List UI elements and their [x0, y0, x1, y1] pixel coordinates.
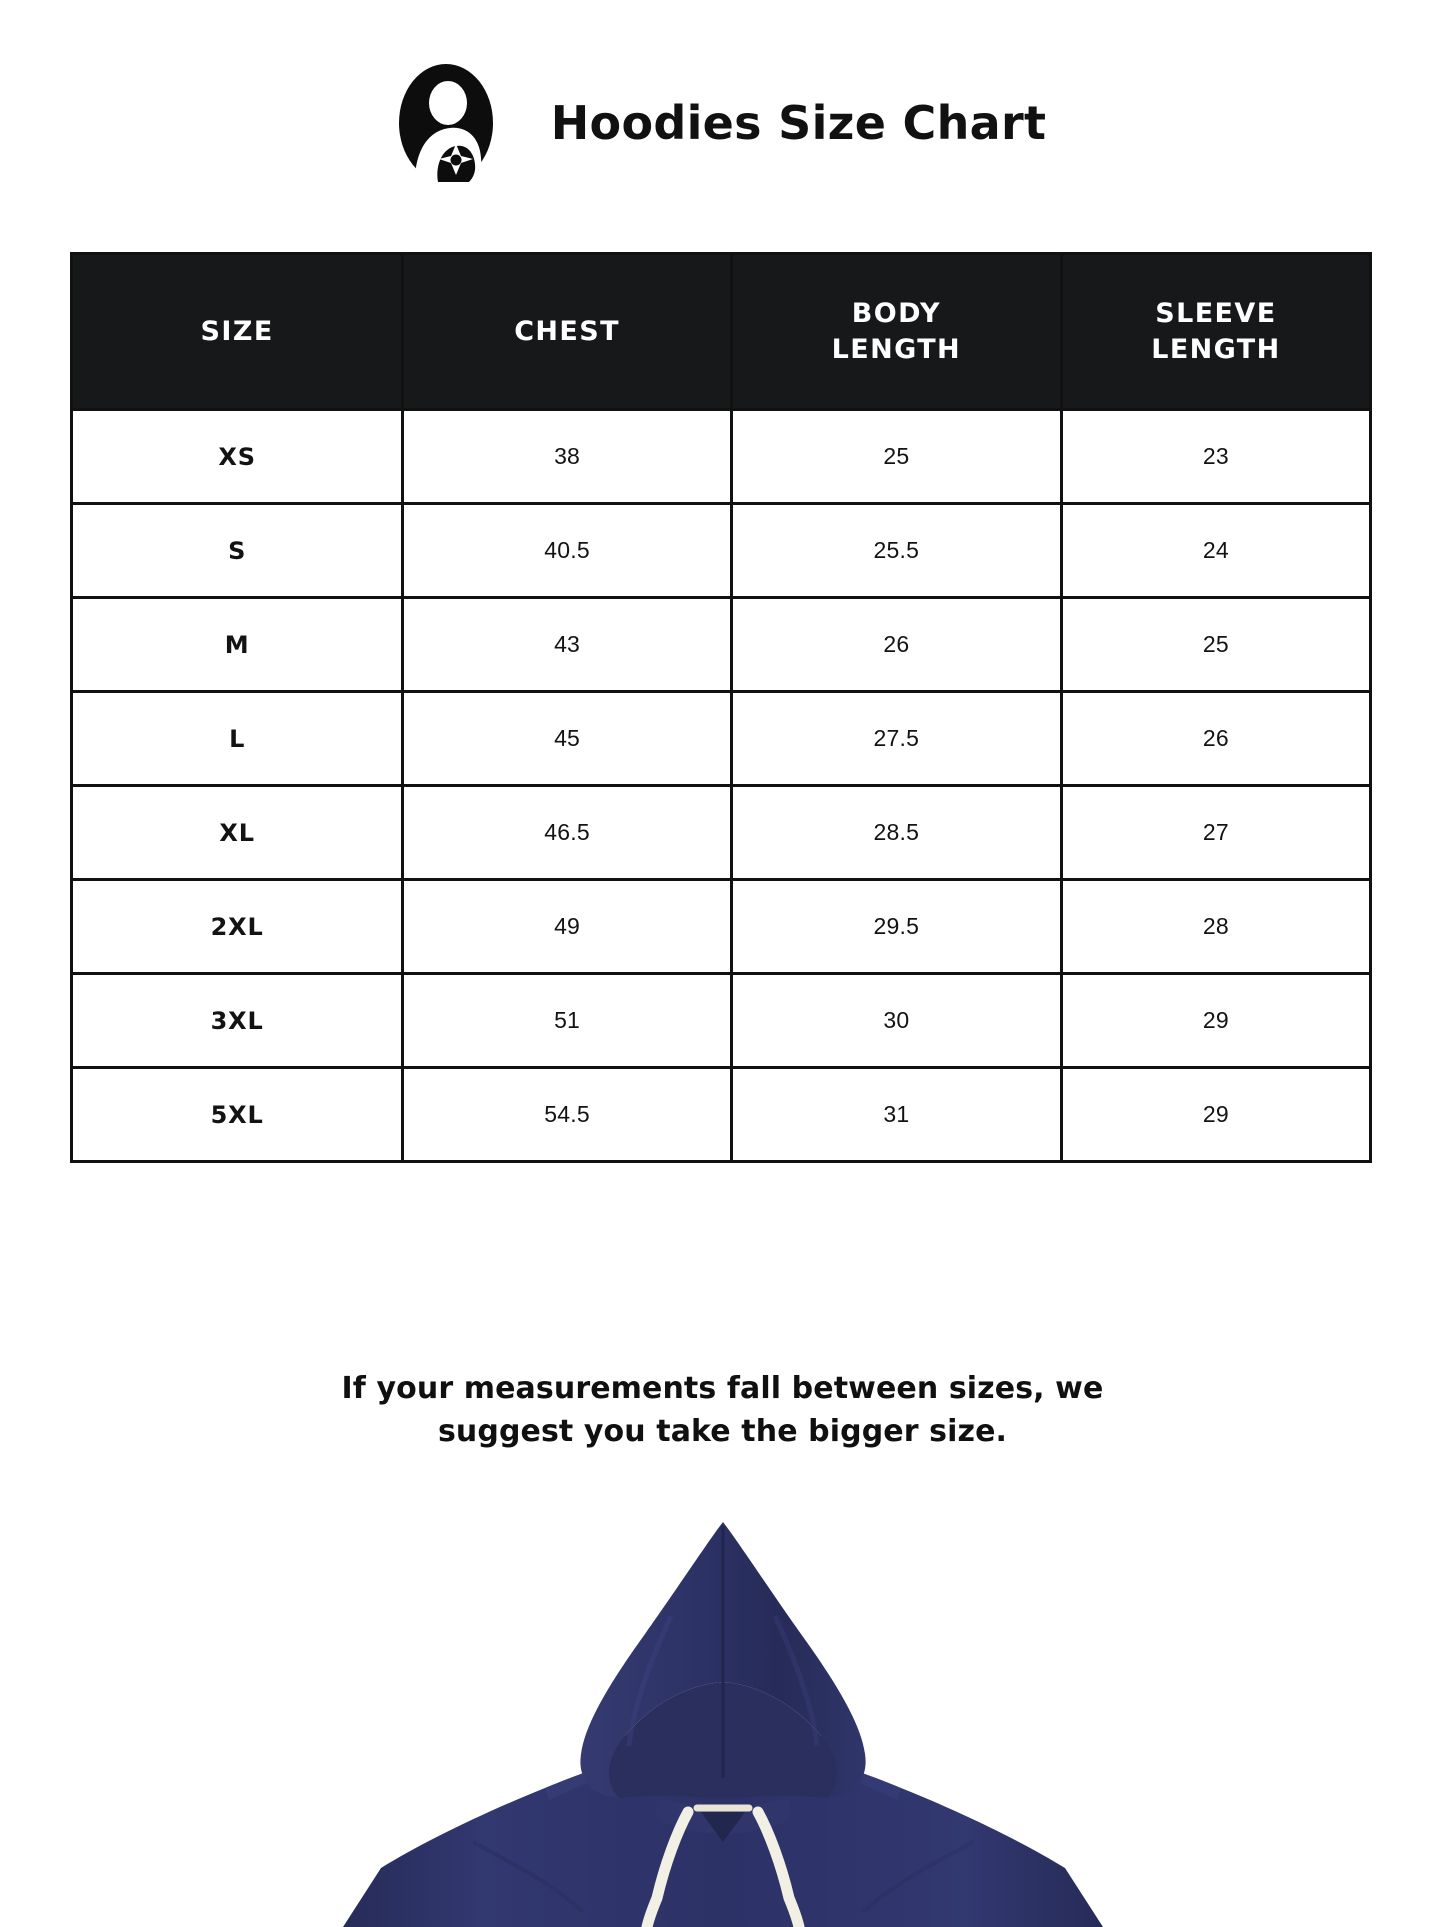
cell-body-length: 30 — [729, 972, 1063, 1069]
cell-body-length: 25 — [729, 408, 1063, 505]
sizing-note-line2: suggest you take the bigger size. — [437, 1413, 1008, 1449]
cell-size: 2XL — [69, 878, 405, 975]
cell-chest: 38 — [401, 408, 733, 505]
cell-sleeve-length: 29 — [1059, 972, 1373, 1069]
sizing-note-line1: If your measurements fall between sizes,… — [341, 1371, 1104, 1406]
table-row: S 40.5 25.5 24 — [69, 502, 1373, 599]
table-row: L 45 27.5 26 — [69, 690, 1373, 787]
column-header-chest-label: CHEST — [514, 315, 620, 347]
cell-chest: 43 — [401, 596, 733, 693]
cell-chest: 40.5 — [401, 502, 733, 599]
column-header-body-length-line1: BODY — [851, 297, 941, 329]
cell-chest: 51 — [401, 972, 733, 1069]
cell-sleeve-length: 28 — [1059, 878, 1373, 975]
navy-hoodie-illustration-icon — [272, 1512, 1173, 1927]
mother-and-child-logo-icon — [398, 64, 493, 182]
cell-size: L — [69, 690, 405, 787]
cell-size: 5XL — [69, 1066, 405, 1163]
column-header-size: SIZE — [69, 252, 405, 411]
cell-sleeve-length: 24 — [1059, 502, 1373, 599]
column-header-sleeve-length: SLEEVE LENGTH — [1059, 252, 1373, 411]
column-header-body-length-line2: LENGTH — [831, 333, 962, 365]
table-row: XS 38 25 23 — [69, 408, 1373, 505]
page-header: Hoodies Size Chart — [0, 58, 1445, 188]
cell-size: 3XL — [69, 972, 405, 1069]
cell-sleeve-length: 29 — [1059, 1066, 1373, 1163]
cell-chest: 45 — [401, 690, 733, 787]
cell-sleeve-length: 23 — [1059, 408, 1373, 505]
table-header-row: SIZE CHEST BODY LENGTH SLEEVE LENGTH — [69, 252, 1373, 411]
page-title: Hoodies Size Chart — [550, 96, 1047, 150]
cell-sleeve-length: 25 — [1059, 596, 1373, 693]
table-row: 2XL 49 29.5 28 — [69, 878, 1373, 975]
table-row: M 43 26 25 — [69, 596, 1373, 693]
table-row: 3XL 51 30 29 — [69, 972, 1373, 1069]
cell-chest: 54.5 — [401, 1066, 733, 1163]
cell-size: S — [69, 502, 405, 599]
cell-sleeve-length: 27 — [1059, 784, 1373, 881]
sizing-note: If your measurements fall between sizes,… — [0, 1368, 1445, 1453]
cell-chest: 46.5 — [401, 784, 733, 881]
table-row: XL 46.5 28.5 27 — [69, 784, 1373, 881]
cell-size: XS — [69, 408, 405, 505]
column-header-size-label: SIZE — [200, 315, 274, 347]
cell-body-length: 26 — [729, 596, 1063, 693]
cell-chest: 49 — [401, 878, 733, 975]
cell-size: M — [69, 596, 405, 693]
navy-hoodie-photo — [0, 1512, 1445, 1927]
column-header-chest: CHEST — [401, 252, 733, 411]
cell-size: XL — [69, 784, 405, 881]
size-chart-table: SIZE CHEST BODY LENGTH SLEEVE LENGTH XS … — [69, 252, 1373, 1163]
column-header-sleeve-length-line2: LENGTH — [1151, 333, 1281, 365]
column-header-body-length: BODY LENGTH — [729, 252, 1063, 411]
cell-body-length: 31 — [729, 1066, 1063, 1163]
table-row: 5XL 54.5 31 29 — [69, 1066, 1373, 1163]
cell-body-length: 27.5 — [729, 690, 1063, 787]
cell-body-length: 29.5 — [729, 878, 1063, 975]
column-header-sleeve-length-line1: SLEEVE — [1155, 297, 1277, 329]
cell-sleeve-length: 26 — [1059, 690, 1373, 787]
cell-body-length: 25.5 — [729, 502, 1063, 599]
size-chart-table-container: SIZE CHEST BODY LENGTH SLEEVE LENGTH XS … — [69, 252, 1373, 1163]
cell-body-length: 28.5 — [729, 784, 1063, 881]
